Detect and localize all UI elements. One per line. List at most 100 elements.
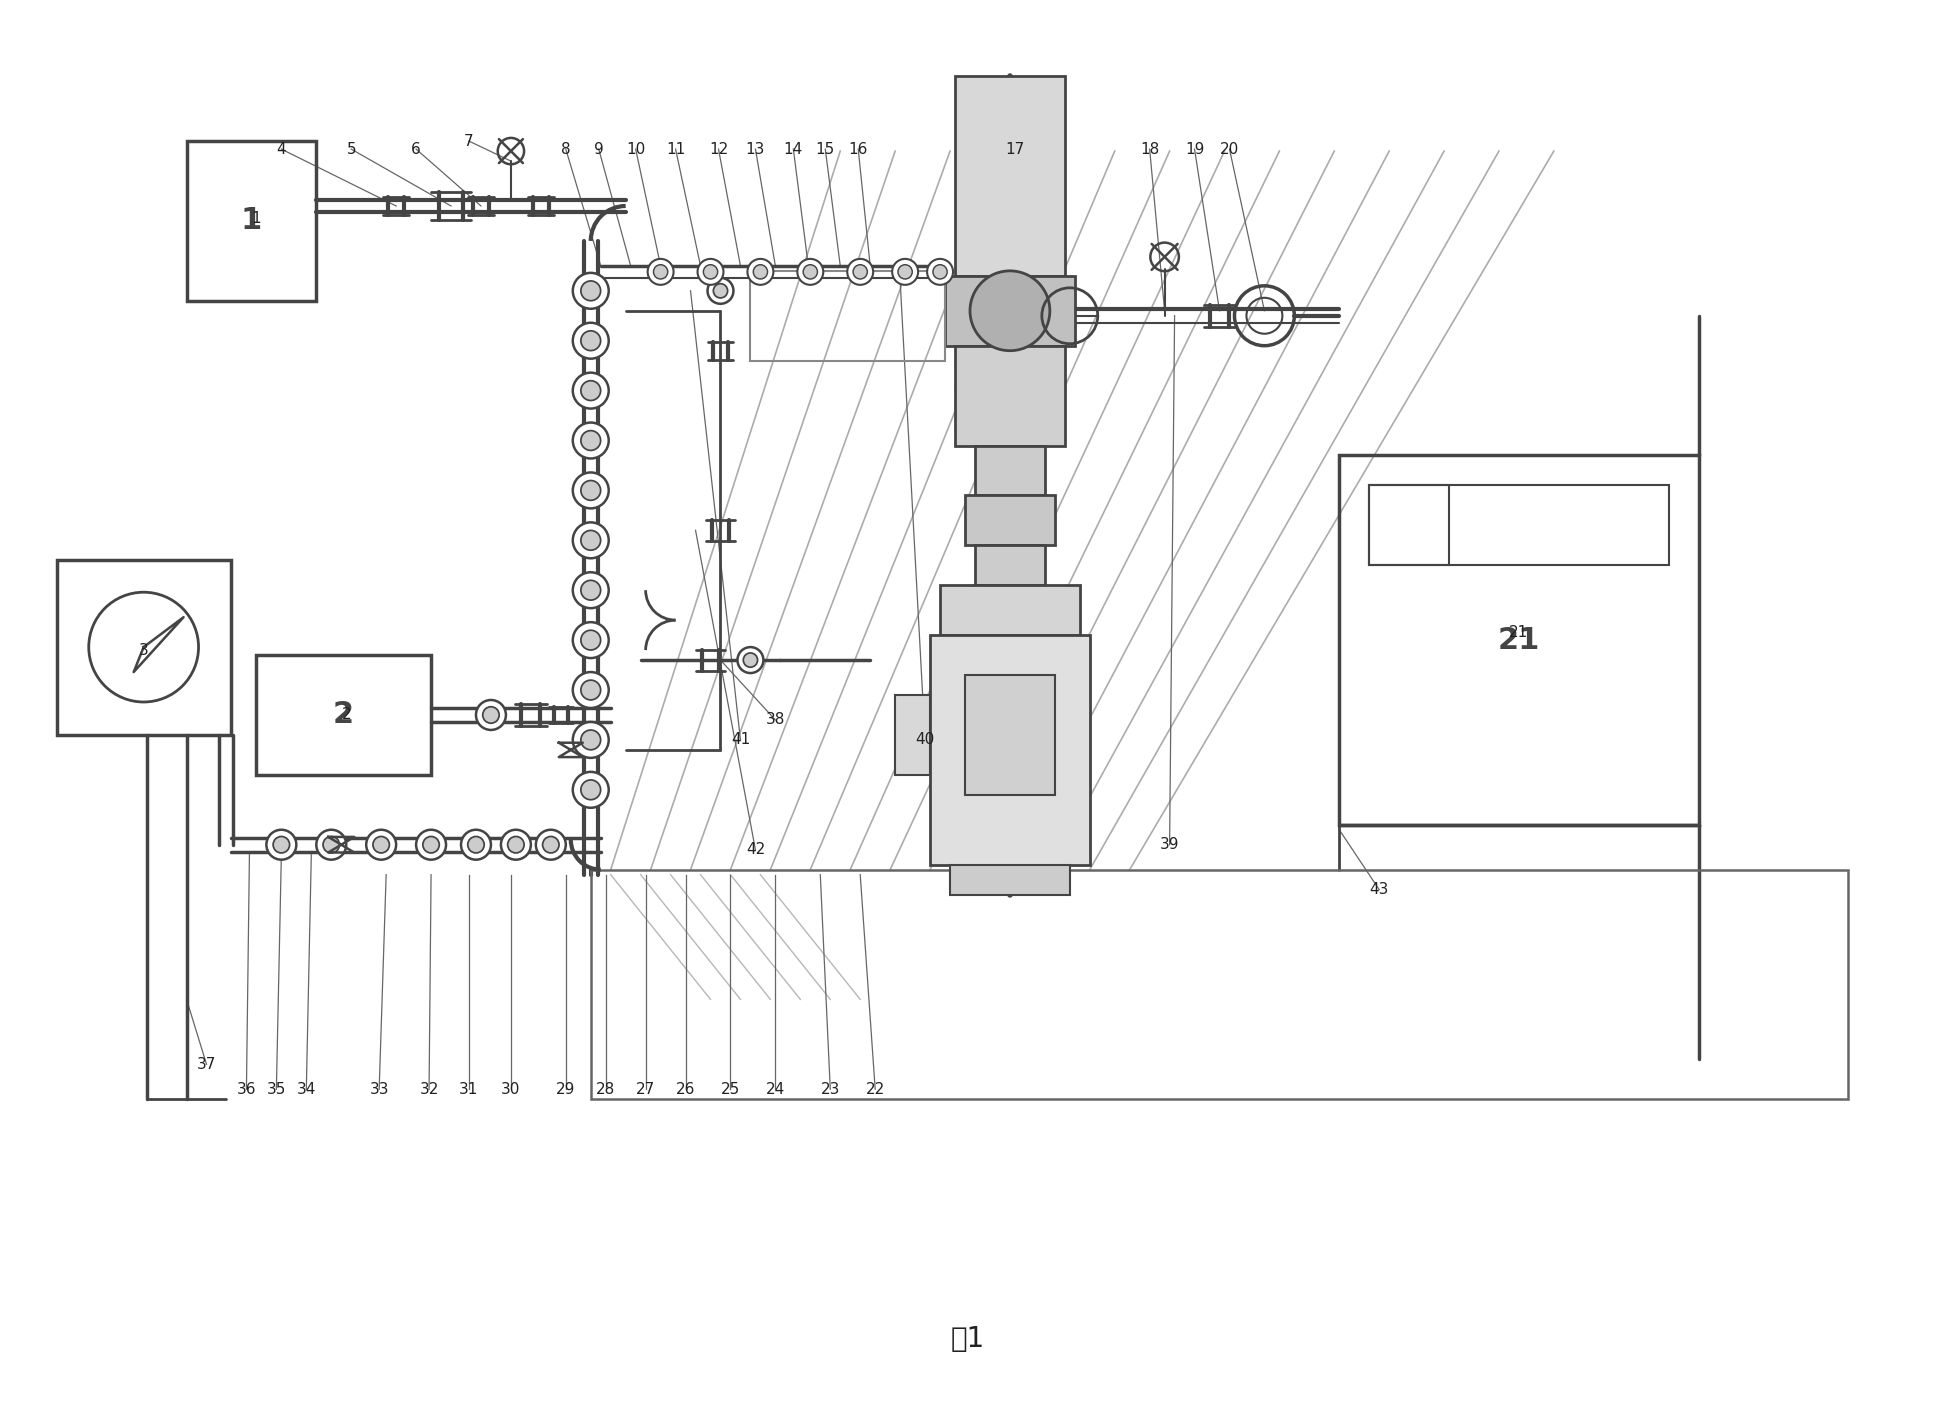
Text: 9: 9 <box>595 142 604 157</box>
Text: 30: 30 <box>502 1082 521 1096</box>
Circle shape <box>573 672 608 708</box>
Bar <box>895 695 930 775</box>
Circle shape <box>748 259 773 285</box>
Text: 14: 14 <box>784 142 804 157</box>
Bar <box>955 76 1065 276</box>
Circle shape <box>573 273 608 308</box>
Bar <box>1338 456 1699 824</box>
Bar <box>1369 485 1449 565</box>
Circle shape <box>703 265 717 279</box>
Text: 21: 21 <box>1509 625 1528 639</box>
Circle shape <box>798 259 823 285</box>
Text: 39: 39 <box>1160 837 1180 852</box>
Text: 43: 43 <box>1369 882 1389 897</box>
Text: 23: 23 <box>821 1082 841 1096</box>
Text: 38: 38 <box>765 712 784 728</box>
Circle shape <box>323 837 339 852</box>
Circle shape <box>753 265 767 279</box>
Text: 16: 16 <box>848 142 868 157</box>
Circle shape <box>366 830 397 859</box>
Bar <box>949 865 1069 894</box>
Bar <box>591 869 1848 1099</box>
Circle shape <box>581 481 600 501</box>
Circle shape <box>653 265 668 279</box>
Text: 17: 17 <box>1005 142 1025 157</box>
Text: 3: 3 <box>139 642 149 658</box>
Circle shape <box>573 622 608 658</box>
Circle shape <box>573 322 608 359</box>
Text: 15: 15 <box>815 142 835 157</box>
Bar <box>939 585 1079 635</box>
Text: 12: 12 <box>709 142 728 157</box>
Circle shape <box>707 278 734 304</box>
Circle shape <box>581 530 600 550</box>
Circle shape <box>573 523 608 558</box>
Text: 40: 40 <box>916 732 936 747</box>
Bar <box>930 635 1091 865</box>
Circle shape <box>502 830 531 859</box>
Circle shape <box>581 631 600 651</box>
Text: 图1: 图1 <box>951 1325 986 1353</box>
Bar <box>750 271 945 360</box>
Circle shape <box>374 837 389 852</box>
Text: 7: 7 <box>465 133 475 149</box>
Text: 27: 27 <box>635 1082 655 1096</box>
Text: 5: 5 <box>347 142 356 157</box>
Text: 34: 34 <box>296 1082 316 1096</box>
Circle shape <box>477 700 506 730</box>
Bar <box>256 655 432 775</box>
Circle shape <box>647 259 674 285</box>
Circle shape <box>581 680 600 700</box>
Text: 31: 31 <box>459 1082 478 1096</box>
Circle shape <box>581 280 600 300</box>
Circle shape <box>573 572 608 608</box>
Text: 2: 2 <box>341 708 351 722</box>
Circle shape <box>581 331 600 350</box>
Text: 21: 21 <box>1497 625 1540 655</box>
Circle shape <box>697 259 724 285</box>
Circle shape <box>482 707 500 723</box>
Text: 37: 37 <box>198 1057 217 1071</box>
Circle shape <box>744 653 757 667</box>
Bar <box>955 346 1065 446</box>
Circle shape <box>573 373 608 408</box>
Text: 26: 26 <box>676 1082 695 1096</box>
Text: 22: 22 <box>866 1082 885 1096</box>
Text: 8: 8 <box>562 142 571 157</box>
Text: 42: 42 <box>746 843 765 857</box>
Text: 28: 28 <box>597 1082 616 1096</box>
Circle shape <box>573 773 608 808</box>
Text: 2: 2 <box>333 701 354 729</box>
Bar <box>965 674 1056 795</box>
Circle shape <box>852 265 868 279</box>
Text: 25: 25 <box>721 1082 740 1096</box>
Bar <box>1369 485 1668 565</box>
Circle shape <box>899 265 912 279</box>
Circle shape <box>537 830 566 859</box>
Text: 24: 24 <box>765 1082 784 1096</box>
Circle shape <box>738 648 763 673</box>
Bar <box>945 276 1075 346</box>
Bar <box>186 142 316 301</box>
Text: 19: 19 <box>1185 142 1205 157</box>
Text: 11: 11 <box>666 142 686 157</box>
Text: 20: 20 <box>1220 142 1240 157</box>
Circle shape <box>422 837 440 852</box>
Text: 13: 13 <box>746 142 765 157</box>
Circle shape <box>542 837 560 852</box>
Text: 33: 33 <box>370 1082 389 1096</box>
Text: 32: 32 <box>420 1082 440 1096</box>
Bar <box>965 495 1056 545</box>
Circle shape <box>934 265 947 279</box>
Circle shape <box>928 259 953 285</box>
Circle shape <box>581 430 600 450</box>
Circle shape <box>573 722 608 758</box>
Circle shape <box>893 259 918 285</box>
Circle shape <box>713 283 728 299</box>
Circle shape <box>581 730 600 750</box>
Text: 36: 36 <box>236 1082 256 1096</box>
Text: 35: 35 <box>267 1082 287 1096</box>
Circle shape <box>273 837 291 852</box>
Circle shape <box>581 381 600 401</box>
Circle shape <box>416 830 446 859</box>
